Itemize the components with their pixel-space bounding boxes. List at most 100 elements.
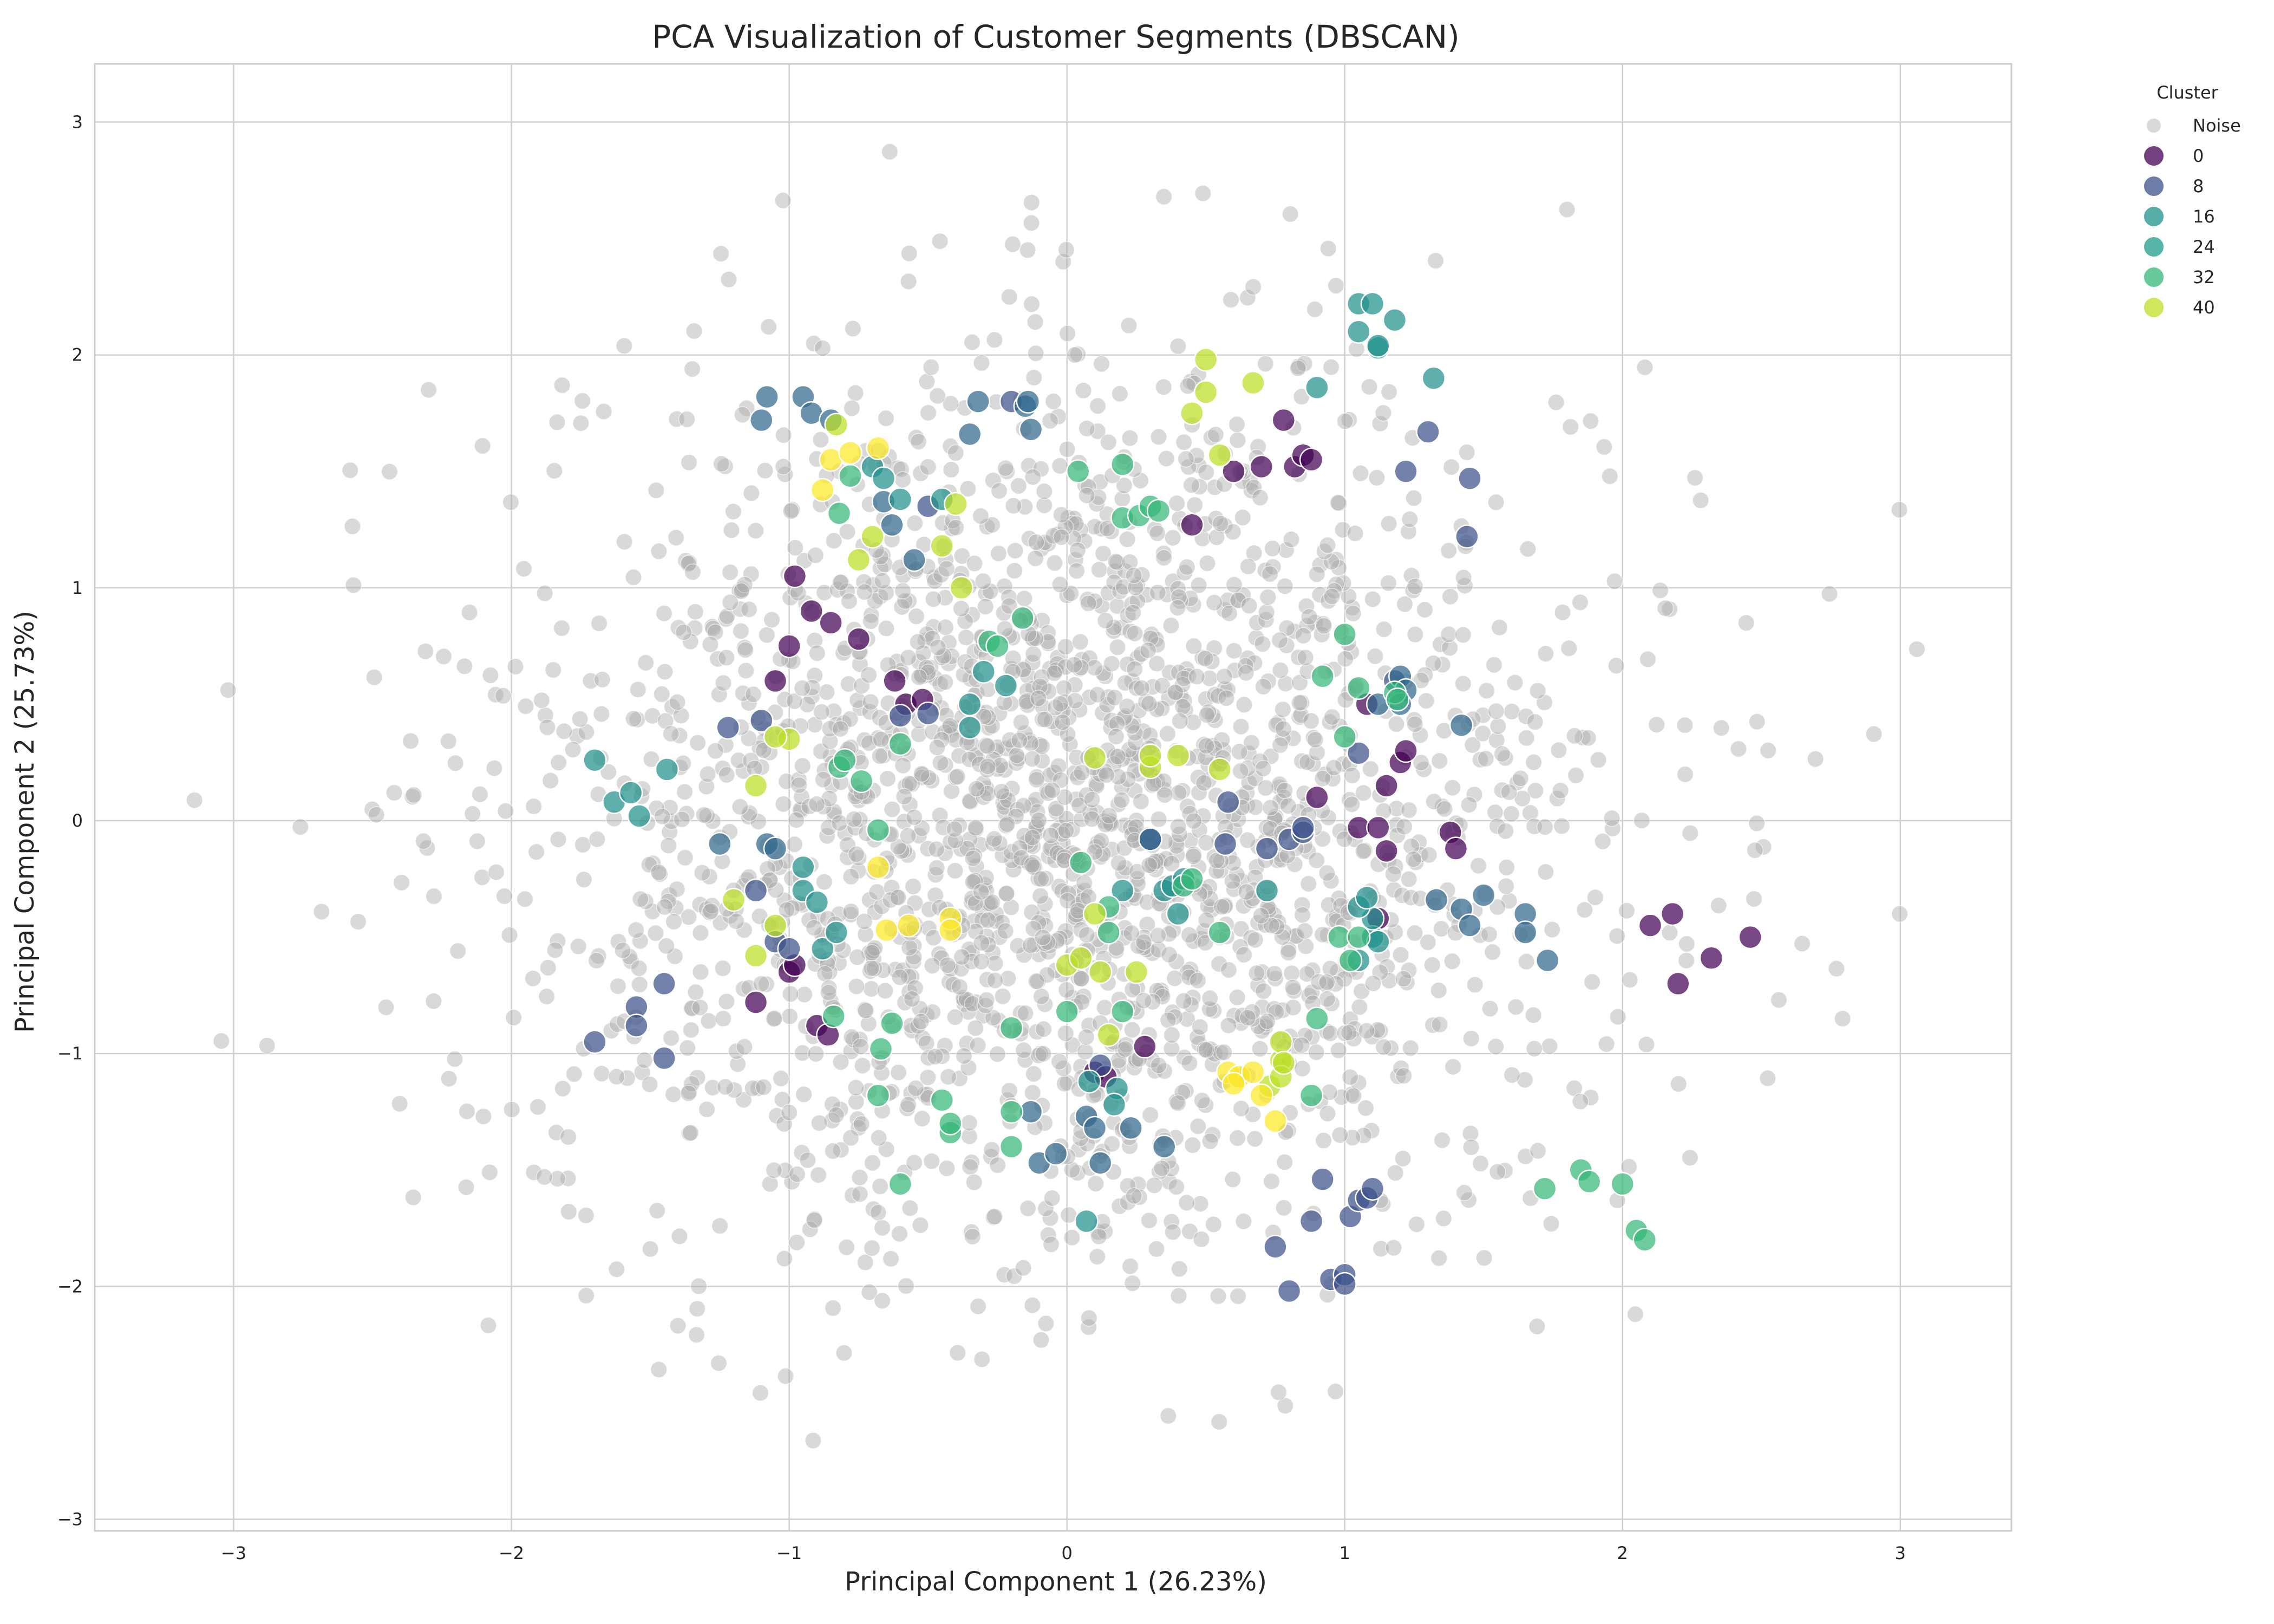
noise-point (814, 339, 832, 357)
noise-point (1225, 576, 1243, 594)
noise-point (1601, 468, 1618, 485)
cluster-point (1180, 513, 1204, 537)
noise-point (813, 703, 831, 721)
noise-point (900, 273, 917, 290)
noise-point (1087, 1175, 1105, 1193)
noise-point (1455, 569, 1472, 586)
noise-point (847, 1079, 865, 1097)
noise-point (815, 798, 832, 815)
noise-point (702, 902, 720, 920)
noise-point (933, 1047, 951, 1065)
noise-point (664, 1085, 682, 1103)
noise-point (1107, 728, 1125, 745)
noise-point (675, 624, 692, 641)
legend-marker (2143, 175, 2165, 197)
noise-point (1460, 796, 1478, 814)
noise-point (1240, 597, 1258, 614)
noise-point (777, 1367, 794, 1385)
noise-point (1322, 358, 1340, 376)
noise-point (1477, 750, 1494, 768)
noise-point (695, 806, 713, 824)
noise-point (1371, 415, 1389, 433)
noise-point (668, 410, 685, 428)
noise-point (1036, 935, 1054, 952)
noise-point (1327, 975, 1344, 993)
noise-point (1571, 593, 1589, 611)
noise-point (1380, 574, 1397, 592)
noise-point (671, 727, 688, 744)
noise-point (1033, 1331, 1050, 1349)
noise-point (1163, 1026, 1181, 1044)
noise-point (929, 639, 947, 656)
noise-point (1387, 1164, 1404, 1182)
cluster-point (821, 1004, 846, 1029)
noise-point (515, 560, 533, 578)
noise-point (1572, 1093, 1589, 1110)
noise-point (1321, 1083, 1338, 1101)
noise-point (1035, 1045, 1052, 1063)
noise-point (620, 948, 638, 965)
noise-point (614, 941, 631, 959)
noise-point (860, 1015, 878, 1032)
cluster-point (1458, 466, 1482, 490)
noise-point (630, 959, 648, 977)
noise-point (1480, 926, 1498, 943)
noise-point (1730, 740, 1747, 758)
noise-point (1128, 870, 1146, 888)
noise-point (969, 1037, 986, 1054)
cluster-point (1166, 901, 1191, 926)
noise-point (824, 1299, 842, 1317)
noise-point (342, 461, 359, 479)
legend-title: Cluster (2157, 82, 2218, 103)
noise-point (1406, 711, 1423, 729)
noise-point (899, 1096, 917, 1114)
noise-point (1500, 783, 1518, 801)
cluster-point (888, 1171, 913, 1196)
noise-point (1180, 926, 1198, 944)
noise-point (577, 1207, 595, 1224)
cluster-point (1010, 606, 1035, 631)
noise-point (1153, 1160, 1171, 1177)
noise-point (539, 959, 557, 977)
noise-point (972, 953, 990, 971)
noise-point (1175, 434, 1193, 451)
noise-point (928, 859, 946, 877)
noise-point (891, 968, 909, 986)
noise-point (1097, 766, 1115, 784)
noise-point (776, 1250, 793, 1267)
cluster-point (624, 1013, 649, 1038)
noise-point (1005, 497, 1022, 515)
noise-point (461, 604, 478, 621)
noise-point (1282, 205, 1299, 223)
noise-point (1189, 972, 1207, 990)
noise-point (1220, 961, 1238, 979)
noise-point (1271, 793, 1289, 810)
cluster-point (819, 611, 843, 635)
noise-point (1008, 746, 1025, 764)
noise-point (960, 1114, 978, 1132)
noise-point (1115, 477, 1133, 494)
noise-point (1197, 650, 1214, 667)
noise-point (927, 840, 945, 858)
noise-point (538, 988, 556, 1005)
noise-point (1155, 772, 1173, 790)
noise-point (1076, 532, 1093, 550)
noise-point (1466, 785, 1483, 803)
noise-point (1190, 577, 1207, 594)
cluster-point (1347, 319, 1371, 344)
noise-point (1821, 585, 1838, 603)
noise-point (949, 1344, 966, 1361)
noise-point (1278, 637, 1296, 654)
noise-point (1201, 1132, 1219, 1150)
noise-point (641, 1076, 658, 1093)
noise-point (1028, 1023, 1045, 1040)
cluster-point (832, 748, 857, 772)
noise-point (927, 866, 944, 883)
cluster-point (902, 547, 926, 572)
noise-point (1094, 704, 1112, 722)
noise-point (1440, 626, 1458, 643)
noise-point (1395, 818, 1413, 835)
noise-point (1057, 822, 1075, 839)
legend-marker (2143, 145, 2165, 167)
noise-point (731, 798, 749, 816)
